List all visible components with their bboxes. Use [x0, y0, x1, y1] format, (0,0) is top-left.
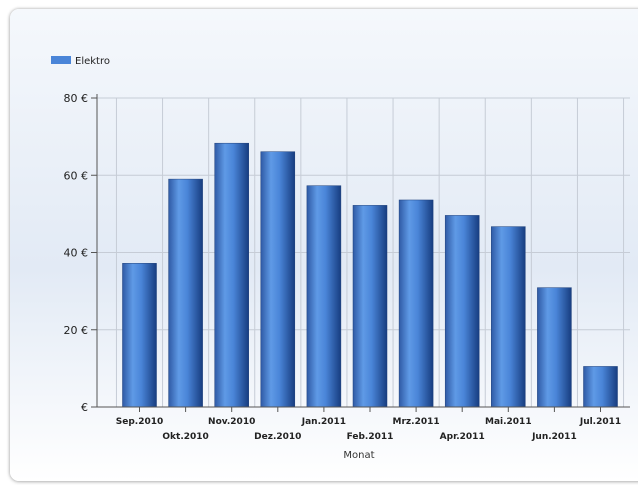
bar-Apr.2011 — [444, 215, 480, 408]
x-tick-label-Jul.2011: Jul.2011 — [579, 417, 621, 427]
bar-Mrz.2011 — [398, 199, 434, 408]
bar-Jul.2011 — [583, 366, 618, 408]
legend: Elektro — [51, 56, 110, 67]
bar-Feb.2011 — [352, 205, 388, 408]
bar-Jun.2011 — [537, 287, 572, 408]
x-tick-label-Jun.2011: Jun.2011 — [531, 432, 577, 442]
bar-Nov.2010 — [214, 142, 249, 408]
legend-swatch-elektro — [51, 56, 71, 64]
x-tick-label-Mrz.2011: Mrz.2011 — [393, 417, 440, 427]
x-tick-label-Mai.2011: Mai.2011 — [485, 417, 532, 427]
bar-Mai.2011 — [491, 226, 526, 408]
y-tick-label-40: 40 € — [64, 247, 89, 260]
y-tick-label-20: 20 € — [64, 324, 89, 337]
x-tick-label-Sep.2010: Sep.2010 — [116, 417, 164, 427]
x-tick-label-Dez.2010: Dez.2010 — [254, 432, 301, 442]
x-tick-label-Okt.2010: Okt.2010 — [162, 432, 208, 442]
bars-group — [122, 142, 618, 408]
axes — [91, 94, 630, 412]
bar-Jan.2011 — [306, 185, 342, 408]
x-tick-label-Jan.2011: Jan.2011 — [301, 417, 346, 427]
y-tick-label-80: 80 € — [64, 92, 89, 105]
y-tick-labels: €20 € 40 € 60 € 80 € — [64, 92, 89, 414]
x-tick-label-Feb.2011: Feb.2011 — [347, 432, 394, 442]
x-tick-label-Apr.2011: Apr.2011 — [440, 432, 485, 442]
x-axis-title: Monat — [343, 450, 374, 461]
bar-Dez.2010 — [260, 151, 296, 408]
x-tick-label-Nov.2010: Nov.2010 — [208, 417, 255, 427]
legend-label-elektro: Elektro — [75, 56, 110, 67]
bar-Okt.2010 — [168, 178, 203, 408]
y-tick-label-0: € — [81, 401, 88, 414]
y-tick-label-60: 60 € — [64, 169, 89, 182]
bar-Sep.2010 — [122, 263, 157, 408]
